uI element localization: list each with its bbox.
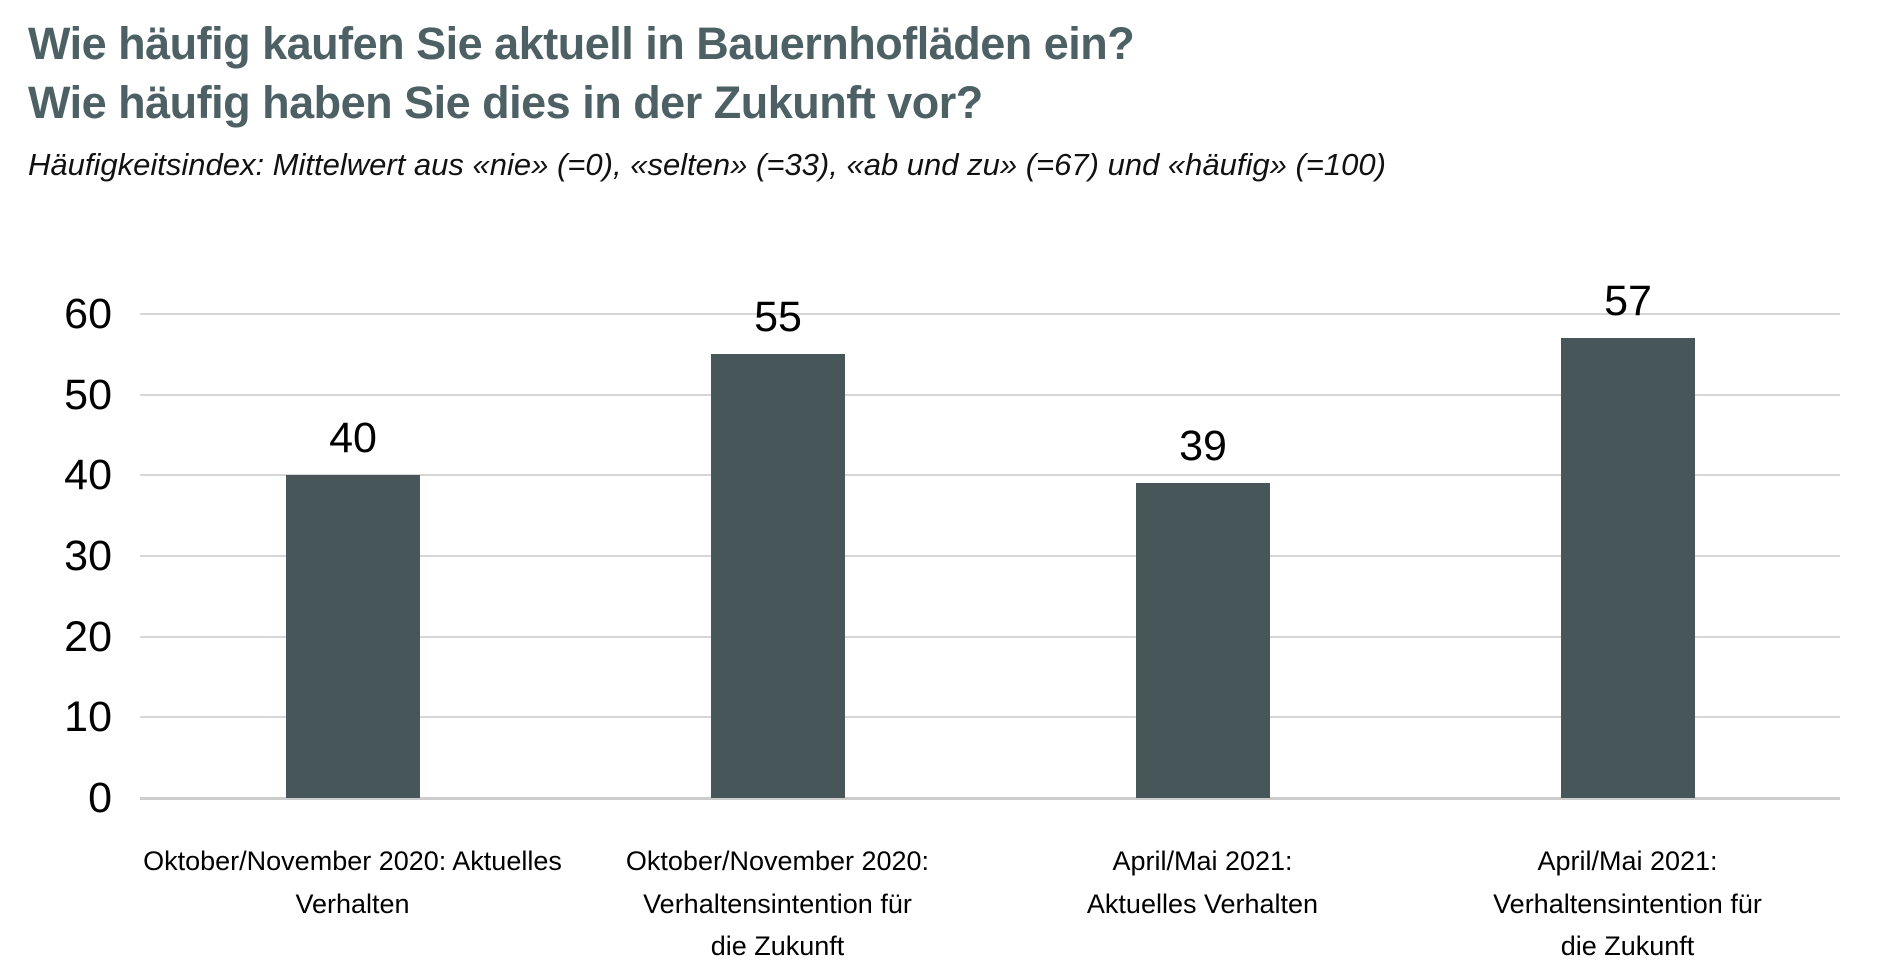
bar-value-label: 55 [754, 293, 802, 341]
chart-header: Wie häufig kaufen Sie aktuell in Bauernh… [28, 14, 1386, 183]
x-axis-category-label-line: die Zukunft [710, 931, 845, 962]
x-axis: Oktober/November 2020: Aktuelles Verhalte… [140, 840, 1840, 970]
y-axis-tick-label: 30 [64, 532, 112, 580]
bar [1136, 483, 1270, 798]
bar-value-label: 57 [1604, 277, 1652, 325]
gridline [140, 393, 1840, 396]
gridline [140, 635, 1840, 638]
gridline [140, 474, 1840, 477]
gridline [140, 716, 1840, 719]
x-axis-category-label: April/Mai 2021: Verhaltensintention für di… [1415, 840, 1840, 968]
gridline [140, 555, 1840, 557]
y-axis-tick-label: 40 [64, 451, 112, 500]
x-axis-category-label: Oktober/November 2020: Aktuelles Verhalte… [140, 840, 565, 925]
x-axis-category-label-line: Aktuelles Verhalten [1086, 888, 1319, 919]
bar-value-label: 40 [329, 414, 377, 462]
chart-title-line-1: Wie häufig kaufen Sie aktuell in Bauernh… [28, 18, 1135, 69]
bar [711, 354, 845, 798]
chart-subtitle: Häufigkeitsindex: Mittelwert aus «nie» (… [28, 146, 1386, 182]
x-axis-category-label-line: April/Mai 2021: [1112, 846, 1293, 876]
x-axis-category-label: Oktober/November 2020: Verhaltensintentio… [565, 840, 990, 968]
x-axis-baseline [140, 797, 1840, 800]
chart-title-line-2: Wie häufig haben Sie dies in der Zukunft… [28, 77, 983, 129]
plot-area: 40 55 39 57 [140, 277, 1840, 800]
y-axis-tick-label: 0 [88, 774, 112, 822]
x-axis-category-label: April/Mai 2021: Aktuelles Verhalten [990, 840, 1415, 925]
x-axis-category-label-line: Verhalten [295, 888, 410, 919]
bar [286, 475, 420, 798]
gridline [140, 313, 1840, 315]
x-axis-category-label-line: Oktober/November 2020: [625, 846, 930, 876]
x-axis-category-label-line: Verhaltensintention für [1493, 888, 1762, 919]
x-axis-category-label-line: April/Mai 2021: [1537, 846, 1718, 876]
bar [1561, 338, 1695, 798]
x-axis-category-label-line: Verhaltensintention für [643, 888, 912, 919]
x-axis-category-label-line: Oktober/November 2020: Aktuelles [143, 846, 562, 876]
y-axis: 0 10 20 30 40 50 60 [0, 290, 112, 822]
y-axis-tick-label: 60 [64, 290, 112, 338]
y-axis-tick-label: 50 [64, 370, 112, 419]
y-axis-tick-label: 20 [64, 612, 112, 661]
bar-value-label: 39 [1179, 422, 1227, 470]
x-axis-category-label-line: die Zukunft [1560, 931, 1695, 962]
y-axis-tick-label: 10 [64, 693, 112, 742]
